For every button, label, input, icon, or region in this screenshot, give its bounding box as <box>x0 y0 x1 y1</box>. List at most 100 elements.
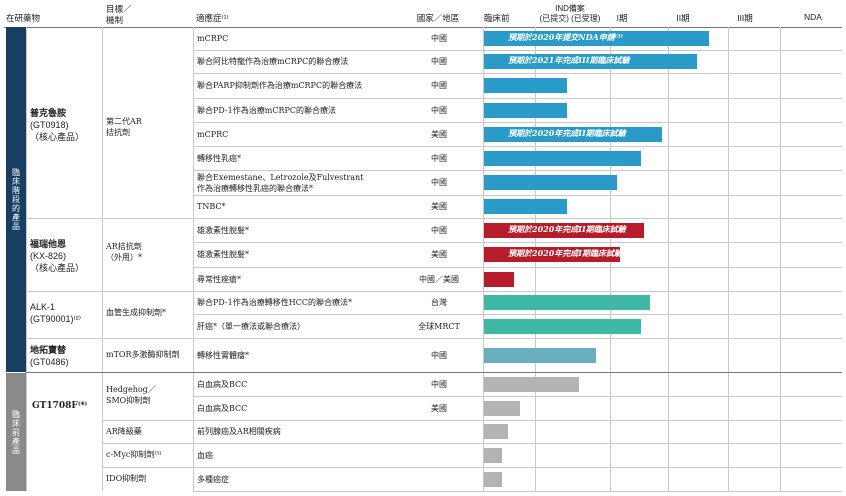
progress-bar <box>484 424 508 439</box>
progress-note: 預期於2020年提交NDA申請⁽³⁾ <box>508 32 623 42</box>
phase-divider <box>780 27 781 491</box>
progress-bar <box>484 199 567 214</box>
progress-bar <box>484 471 502 487</box>
row-divider <box>193 122 842 123</box>
drug-target-8: IDO抑制劑 <box>106 474 147 483</box>
region-label: 中國 <box>431 34 447 43</box>
drug-target-4: mTOR多激酶抑制劑 <box>106 350 180 359</box>
drug-code-4: (GT0486) <box>30 357 69 367</box>
phase-divider <box>668 27 669 491</box>
indication-label: 雄激素性脫髮* <box>197 225 249 235</box>
row-divider <box>193 73 842 74</box>
indication-label: 聯合PARP抑制劑作為治療mCRPC的聯合療法 <box>197 81 363 90</box>
header-phase2: II期 <box>676 13 690 23</box>
indication-label: 聯合PD-1作為治療mCRPC的聯合療法 <box>197 105 336 115</box>
progress-bar: 預期於2021年完成III期臨床試驗 <box>484 54 697 69</box>
drug-name-2: 福瑞他恩 <box>30 239 67 249</box>
row-divider <box>193 467 842 468</box>
progress-bar <box>484 347 596 363</box>
header-nda: NDA <box>804 12 822 22</box>
row-divider <box>193 267 842 268</box>
drug-name-3: ALK-1 <box>30 302 56 312</box>
row-divider <box>193 170 842 171</box>
region-label: 中國 <box>431 153 447 163</box>
indication-label: 尋常性痤瘡* <box>197 274 241 284</box>
indication-label: 聯合Exemestane、Letrozole及Fulvestrant 作為治療轉… <box>197 172 364 193</box>
indication-label: mCRPC <box>197 34 229 43</box>
side-label-preclinical: 臨床前產品 <box>6 373 26 491</box>
row-divider <box>102 467 193 468</box>
col-divider <box>102 27 103 491</box>
row-divider <box>193 314 842 315</box>
row-divider <box>193 443 842 444</box>
indication-label: 血癌 <box>197 450 213 460</box>
drug-name-1: 普克魯胺 <box>30 108 67 118</box>
region-label: 中國 <box>431 350 447 360</box>
indication-label: 雄激素性脫髮* <box>197 250 249 259</box>
region-label: 美國 <box>431 129 447 139</box>
region-label: 中國 <box>431 105 447 115</box>
region-label: 台灣 <box>431 298 447 307</box>
progress-bar <box>484 376 579 392</box>
header-indication: 適應症⁽¹⁾ <box>196 13 229 23</box>
region-label: 中國 <box>431 178 447 187</box>
row-divider <box>193 242 842 243</box>
region-label: 中國 <box>431 57 447 66</box>
drug-note-1: （核心產品） <box>30 132 85 142</box>
header-preclinical: 臨床前 <box>484 13 510 23</box>
indication-label: 轉移性乳癌* <box>197 153 241 163</box>
drug-target-6: AR降級藥 <box>106 427 142 436</box>
region-label: 中國／美國 <box>419 274 459 284</box>
drug-target-5: Hedgehog／ SMO抑制劑 <box>106 385 156 405</box>
progress-bar <box>484 447 502 463</box>
group-divider <box>26 338 842 339</box>
header-phase1: I期 <box>616 13 628 23</box>
drug-target-3: 血管生成抑制劑* <box>106 308 166 317</box>
col-divider <box>26 27 27 491</box>
side-label-clinical: 臨床階段的產品 <box>6 27 26 372</box>
region-label: 中國 <box>431 225 447 235</box>
progress-bar <box>484 318 641 334</box>
region-label: 中國 <box>431 81 447 90</box>
row-divider <box>193 420 842 421</box>
indication-label: TNBC* <box>197 202 226 211</box>
indication-label: 白血病及BCC <box>197 379 248 389</box>
progress-bar <box>484 78 567 93</box>
row-divider <box>193 396 842 397</box>
indication-label: 聯合阿比特龍作為治療mCRPC的聯合療法 <box>197 57 349 66</box>
progress-note: 預期於2020年完成II期臨床試驗 <box>508 223 626 234</box>
group-divider <box>26 291 842 292</box>
row-divider <box>102 443 193 444</box>
indication-label: 前列腺癌及AR相關疾病 <box>197 427 281 436</box>
drug-name-5: GT1708F⁽⁴⁾ <box>32 401 88 411</box>
header-target: 目標／ 機制 <box>106 4 132 25</box>
drug-target-7: c-Myc抑制劑⁽⁵⁾ <box>106 450 162 459</box>
region-label: 美國 <box>431 202 447 211</box>
progress-note: 預期於2020年完成I期臨床試驗 <box>508 248 623 258</box>
progress-bar <box>484 295 650 310</box>
indication-label: 轉移性實體瘤* <box>197 350 249 360</box>
row-divider <box>193 146 842 147</box>
drug-code-3: (GT90001)⁽²⁾ <box>30 314 81 324</box>
drug-note-2: （核心產品） <box>30 263 85 273</box>
progress-bar <box>484 175 617 190</box>
progress-bar: 預期於2020年完成I期臨床試驗 <box>484 247 623 262</box>
indication-label: 白血病及BCC <box>197 403 248 413</box>
row-divider <box>102 420 193 421</box>
group-divider <box>26 218 842 219</box>
drug-target-1: 第二代AR 拮抗劑 <box>106 117 142 137</box>
drug-target-2: AR拮抗劑 （外用）* <box>106 242 142 262</box>
row-divider <box>193 195 842 196</box>
indication-label: 肝癌*（單一療法或聯合療法） <box>197 321 305 331</box>
header-ind: IND備案 (已提交) (已受理) <box>539 4 601 23</box>
header-drug: 在研藥物 <box>6 13 41 23</box>
drug-code-1: (GT0918) <box>30 120 69 130</box>
phase-divider <box>483 27 484 491</box>
region-label: 全球MRCT <box>418 321 460 331</box>
row-divider <box>193 98 842 99</box>
progress-bar: 預期於2020年完成II期臨床試驗 <box>484 222 644 238</box>
phase-divider <box>728 27 729 491</box>
progress-bar <box>484 150 641 166</box>
progress-bar <box>484 400 520 416</box>
header-region: 國家／地區 <box>416 13 460 23</box>
